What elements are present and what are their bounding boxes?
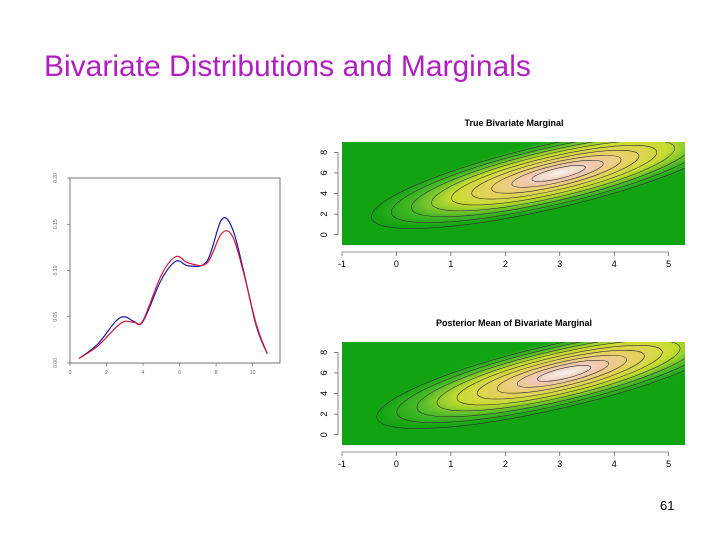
x-tick-label: 2: [503, 259, 508, 269]
y-tick-label: 0.10: [53, 265, 59, 275]
y-axis-ticks: 0 2 4 6 8: [319, 350, 339, 437]
x-tick-label: 5: [666, 259, 671, 269]
contour-line: [476, 349, 645, 400]
contour-line: [451, 144, 658, 206]
x-axis-ticks: -1 0 1 2 3 4 5: [338, 451, 671, 469]
x-tick-label: 2: [503, 459, 508, 469]
x-tick-label: 6: [178, 370, 181, 376]
contour-line: [411, 142, 685, 218]
x-tick-label: 8: [215, 370, 218, 376]
slide-title: Bivariate Distributions and Marginals: [44, 50, 531, 83]
x-tick-label: 2: [105, 370, 108, 376]
heatmap-title: True Bivariate Marginal: [464, 118, 563, 128]
series-line-1: [78, 217, 268, 359]
page-number: 61: [660, 498, 675, 513]
x-tick-label: -1: [338, 259, 346, 269]
x-tick-label: 0: [69, 370, 72, 376]
heatmap-true-marginal: True Bivariate Marginal 0 2 4 6 8 -1 0 1 2 3 4 5: [319, 118, 685, 269]
x-axis-ticks: 0 2 4 6 8 10: [69, 363, 256, 376]
y-tick-label: 0: [319, 432, 329, 437]
y-tick-label: 0.00: [53, 358, 59, 368]
y-axis-ticks: 0.00 0.05 0.10 0.15 0.20: [53, 173, 70, 368]
x-tick-label: 1: [448, 259, 453, 269]
heatmap-density: [371, 142, 685, 229]
series-line-2: [78, 230, 268, 359]
y-tick-label: 0.15: [53, 219, 59, 229]
x-tick-label: 3: [557, 459, 562, 469]
y-tick-label: 8: [319, 150, 329, 155]
density-line-chart: 0.00 0.05 0.10 0.15 0.20 0 2 4 6 8 10: [53, 173, 281, 376]
heatmap-density: [376, 342, 685, 429]
x-axis-ticks: -1 0 1 2 3 4 5: [338, 251, 671, 269]
x-tick-label: 0: [394, 259, 399, 269]
x-tick-label: 10: [250, 370, 256, 376]
density-fill: [379, 342, 685, 427]
contour-line: [391, 142, 685, 223]
x-tick-label: 3: [557, 259, 562, 269]
x-tick-label: 4: [612, 259, 617, 269]
contour-line: [376, 342, 685, 429]
x-tick-label: 1: [448, 459, 453, 469]
x-tick-label: 0: [394, 459, 399, 469]
contour-line: [431, 142, 675, 212]
x-tick-label: 4: [142, 370, 145, 376]
y-tick-label: 4: [319, 391, 329, 396]
contour-line: [496, 354, 627, 394]
contour-line: [531, 164, 586, 182]
y-tick-label: 0: [319, 232, 329, 237]
heatmap-title: Posterior Mean of Bivariate Marginal: [436, 318, 592, 328]
y-tick-label: 4: [319, 191, 329, 196]
bivariate-heatmaps: True Bivariate Marginal 0 2 4 6 8 -1 0 1 2 3 4 5 Pos…: [319, 118, 685, 469]
heatmap-posterior-marginal: Posterior Mean of Bivariate Marginal 0 2 4 6…: [319, 318, 685, 469]
y-tick-label: 2: [319, 412, 329, 417]
contour-line: [491, 154, 622, 194]
y-tick-label: 6: [319, 170, 329, 175]
contour-line: [436, 342, 681, 412]
contour-line: [511, 159, 604, 188]
contour-line: [516, 359, 610, 388]
y-tick-label: 6: [319, 370, 329, 375]
contour-line: [371, 142, 685, 229]
x-tick-label: -1: [338, 459, 346, 469]
y-tick-label: 8: [319, 350, 329, 355]
contour-line: [537, 364, 592, 382]
density-fill: [374, 142, 685, 227]
contour-line: [456, 344, 663, 406]
contour-line: [416, 342, 685, 418]
y-tick-label: 0.20: [53, 173, 59, 183]
x-tick-label: 5: [666, 459, 671, 469]
y-axis-ticks: 0 2 4 6 8: [319, 150, 339, 237]
contour-line: [396, 342, 685, 423]
series-lines: [78, 217, 268, 359]
plot-frame: [69, 177, 281, 364]
contour-line: [471, 149, 640, 200]
y-tick-label: 2: [319, 212, 329, 217]
x-tick-label: 4: [612, 459, 617, 469]
y-tick-label: 0.05: [53, 312, 59, 322]
